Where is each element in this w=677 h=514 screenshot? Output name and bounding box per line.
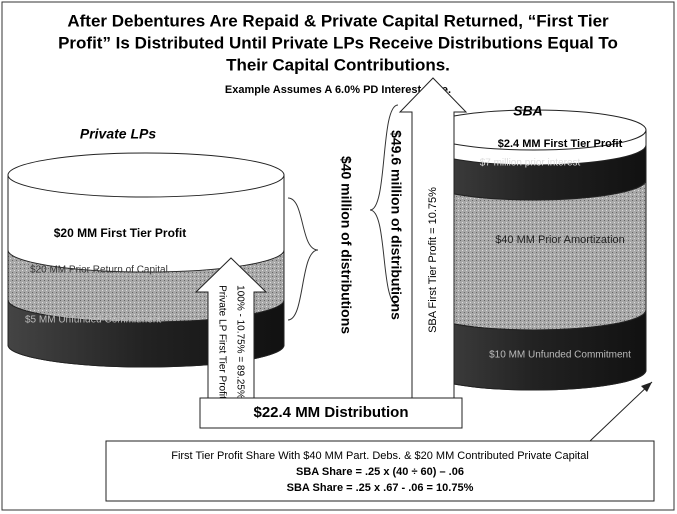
distribution-text: $22.4 MM Distribution bbox=[253, 404, 408, 421]
cylinder-label: SBA bbox=[513, 103, 543, 119]
segment-label: $2.4 MM First Tier Profit bbox=[498, 138, 623, 150]
note-line: SBA Share = .25 x (40 ÷ 60) – .06 bbox=[296, 466, 464, 478]
pointer-head bbox=[641, 382, 652, 392]
distribution-box bbox=[199, 397, 463, 429]
private-arrow bbox=[194, 257, 268, 399]
title-line: Profit” Is Distributed Until Private LPs… bbox=[58, 33, 618, 52]
segment-label: $20 MM Prior Return of Capital bbox=[30, 265, 168, 276]
brace bbox=[287, 197, 319, 321]
note-line: First Tier Profit Share With $40 MM Part… bbox=[171, 450, 589, 462]
title-line: After Debentures Are Repaid & Private Ca… bbox=[67, 11, 609, 30]
title-line: Their Capital Contributions. bbox=[226, 55, 450, 74]
cylinder-label: Private LPs bbox=[80, 126, 156, 142]
arrow-label: Private LP First Tier Profit bbox=[216, 285, 227, 399]
note-box bbox=[105, 440, 655, 502]
segment-label: $7 million prior interest bbox=[480, 158, 581, 169]
brace bbox=[369, 104, 399, 306]
distribution-label: $49.6 million of distributions bbox=[388, 130, 404, 320]
segment-label: $5 MM Unfunded Commitment bbox=[25, 315, 161, 326]
subtitle: Example Assumes A 6.0% PD Interest Rate. bbox=[225, 84, 451, 96]
note-line: SBA Share = .25 x .67 - .06 = 10.75% bbox=[287, 482, 474, 494]
distribution-label: $40 million of distributions bbox=[338, 156, 354, 334]
segment-label: $10 MM Unfunded Commitment bbox=[489, 350, 631, 361]
segment-label: $20 MM First Tier Profit bbox=[54, 226, 186, 240]
segment-label: $40 MM Prior Amortization bbox=[495, 234, 625, 246]
sba-cylinder bbox=[421, 109, 647, 391]
sba-arrow bbox=[398, 77, 468, 399]
arrow-label: 100% - 10.75% = 89.25% bbox=[234, 285, 245, 399]
pointer bbox=[589, 381, 653, 442]
arrow-label: SBA First Tier Profit = 10.75% bbox=[427, 187, 439, 333]
